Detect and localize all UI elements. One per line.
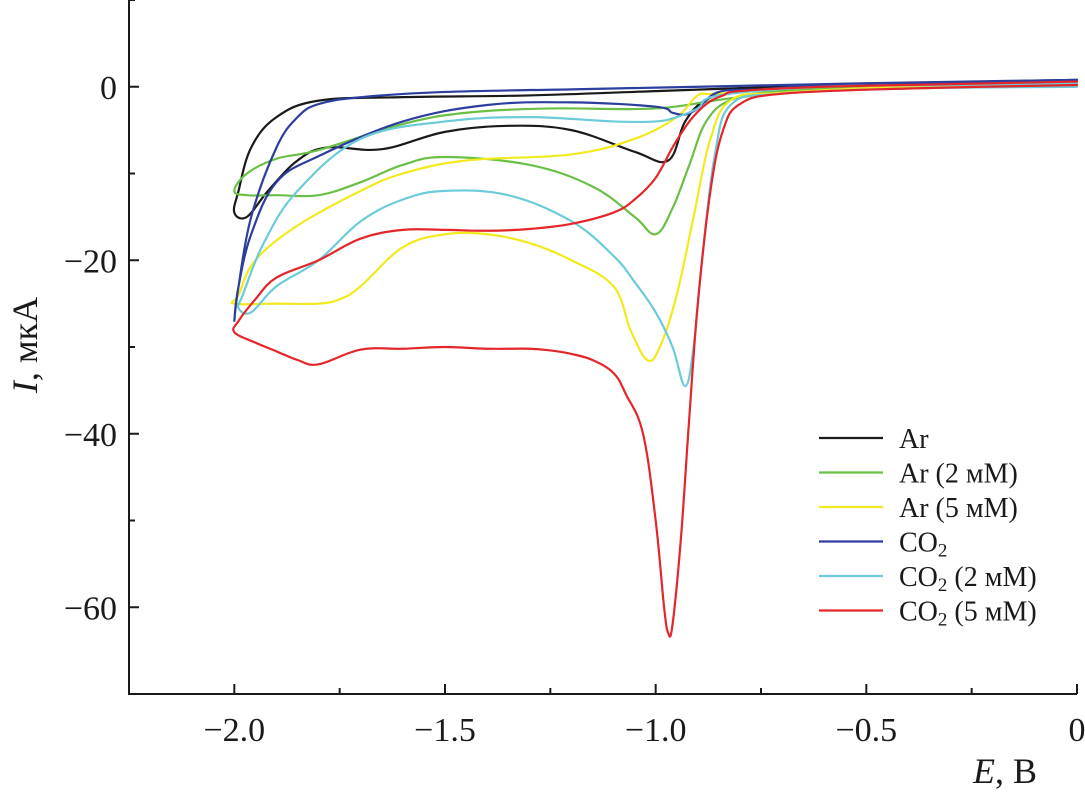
legend-label-subscript: 2 [938,610,948,631]
legend-label-text: Ar [899,424,929,455]
series-line-2 [233,80,1079,236]
legend-label-text: CO [899,597,938,628]
series-line-4 [233,78,1079,323]
y-tick-label: −20 [64,243,117,280]
y-axis-unit: , мкА [5,297,45,381]
x-axis-title: E, В [972,751,1037,791]
x-tick-label: −1.0 [625,712,687,749]
x-axis-unit: , В [995,751,1037,791]
series-line-1 [232,78,1079,220]
y-axis-title: I, мкА [5,297,45,394]
x-tick-label: −0.5 [835,712,897,749]
legend-label: CO2 (5 мМ) [899,597,1037,631]
legend-label: Ar (2 мМ) [899,459,1018,490]
y-tick-label: −60 [64,590,117,627]
legend-label-text: Ar (5 мМ) [899,493,1018,524]
legend-label-subscript: 2 [938,575,948,596]
x-tick-label: 0 [1069,712,1085,749]
y-axis-symbol: I [5,379,45,394]
y-tick-label: 0 [100,70,117,107]
legend-label: Ar (5 мМ) [899,493,1018,524]
legend-label-suffix: (2 мМ) [947,562,1036,593]
y-tick-label: −40 [64,417,117,454]
legend-label-text: CO [899,562,938,593]
plot-lines [230,78,1079,638]
x-axis-symbol: E [972,751,995,791]
legend-label: CO2 [899,528,947,562]
legend-label: CO2 (2 мМ) [899,562,1037,596]
series-line-6 [232,80,1079,638]
legend-label-text: CO [899,528,938,559]
x-tick-label: −1.5 [414,712,476,749]
legend-label: Ar [899,424,929,455]
legend-label-subscript: 2 [938,541,948,562]
legend-label-suffix: (5 мМ) [947,597,1036,628]
x-tick-label: −2.0 [203,712,265,749]
y-axis-ticks: 0 −20 −40 −60 [64,0,139,695]
legend-label-text: Ar (2 мМ) [899,459,1018,490]
